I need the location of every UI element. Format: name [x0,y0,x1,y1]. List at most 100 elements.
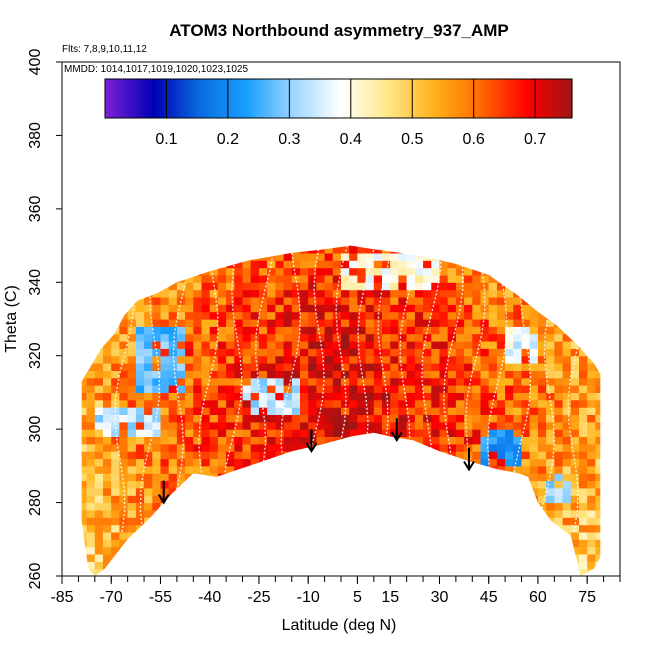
heatmap-cell [119,436,129,445]
heatmap-cell [316,282,326,291]
heatmap-cell [234,385,244,393]
heatmap-cell [275,429,285,437]
colorbar-segment [536,79,542,118]
heatmap-cell [341,370,350,379]
heatmap-cell [308,333,317,342]
heatmap-cell [94,377,104,386]
heatmap-cell [185,363,194,371]
heatmap-cell [382,282,391,291]
heatmap-cell [242,363,252,371]
heatmap-cell [176,414,186,423]
heatmap-cell [209,370,219,379]
heatmap-cell [267,399,276,408]
heatmap-cell [455,377,465,386]
heatmap-cell [505,377,514,386]
heatmap-cell [103,421,112,430]
heatmap-cell [455,443,465,452]
heatmap-cell [398,392,408,401]
heatmap-cell [488,304,498,313]
heatmap-cell [234,458,244,467]
heatmap-cell [398,341,408,349]
heatmap-cell [267,260,276,269]
heatmap-cell [382,363,391,371]
heatmap-cell [414,252,424,261]
heatmap-cell [242,355,252,364]
heatmap-cell [554,509,564,518]
heatmap-cell [324,267,334,276]
heatmap-cell [316,260,326,269]
heatmap-cell [341,319,350,327]
heatmap-cell [537,495,547,504]
heatmap-cell [127,480,137,489]
colorbar-segment [529,79,534,118]
heatmap-cell [464,341,473,349]
heatmap-cell [135,392,145,401]
heatmap-cell [562,348,572,357]
heatmap-cell [513,407,523,415]
x-tick-label: -85 [50,589,73,606]
heatmap-cell [168,282,178,291]
flight-track [418,245,442,533]
heatmap-cell [431,311,441,320]
heatmap-cell [283,326,293,335]
colorbar-segment [361,79,367,118]
heatmap-cell [332,267,342,276]
heatmap-cell [193,370,203,379]
heatmap-cell [258,348,268,357]
heatmap-cell [94,414,104,423]
colorbar-frame [104,78,573,119]
heatmap-cell [529,487,539,496]
heatmap-cell [250,370,260,379]
heatmap-cell [111,429,120,437]
heatmap-cell [546,392,555,401]
arrow-markers [157,418,475,505]
heatmap-cell [217,429,227,437]
heatmap-cell [300,363,309,371]
heatmap-cell [119,348,129,357]
heatmap-cell [341,355,350,364]
heatmap-cell [464,421,473,430]
heatmap-cell [406,252,416,261]
heatmap-cell [562,377,572,386]
heatmap-cell [217,267,227,276]
heatmap-cell [316,370,326,379]
heatmap-cell [86,377,96,386]
colorbar-segment [245,79,250,118]
heatmap-cell [382,407,391,415]
heatmap-cell [595,392,601,401]
heatmap-cell [414,370,424,379]
heatmap-cell [242,385,252,393]
flight-track [247,245,275,533]
heatmap-cell [414,363,424,371]
heatmap-cell [513,399,523,408]
heatmap-cell [595,399,601,408]
heatmap-cell [332,414,342,423]
heatmap-cell [103,517,112,526]
heatmap-cell [316,289,326,298]
heatmap-cell [300,252,309,261]
heatmap-cell [464,289,473,298]
heatmap-cell [521,370,531,379]
heatmap-cell [226,333,235,342]
heatmap-cell [496,399,506,408]
heatmap-cell [267,392,276,401]
heatmap-cell [242,333,252,342]
heatmap-cell [365,260,375,269]
heatmap-cell [505,436,514,445]
heatmap-cell [496,311,506,320]
heatmap-cell [242,377,252,386]
heatmap-cell [373,341,383,349]
heatmap-cell [308,252,317,261]
heatmap-cell [562,436,572,445]
heatmap-cell [258,377,268,386]
heatmap-cell [275,377,285,386]
heatmap-cell [349,341,358,349]
heatmap-cell [570,341,580,349]
heatmap-cell [464,311,473,320]
heatmap-cell [324,311,334,320]
heatmap-cell [431,289,441,298]
colorbar-segment [443,79,449,118]
heatmap-cell [505,465,514,474]
heatmap-cell [341,311,350,320]
heatmap-cell [201,304,211,313]
